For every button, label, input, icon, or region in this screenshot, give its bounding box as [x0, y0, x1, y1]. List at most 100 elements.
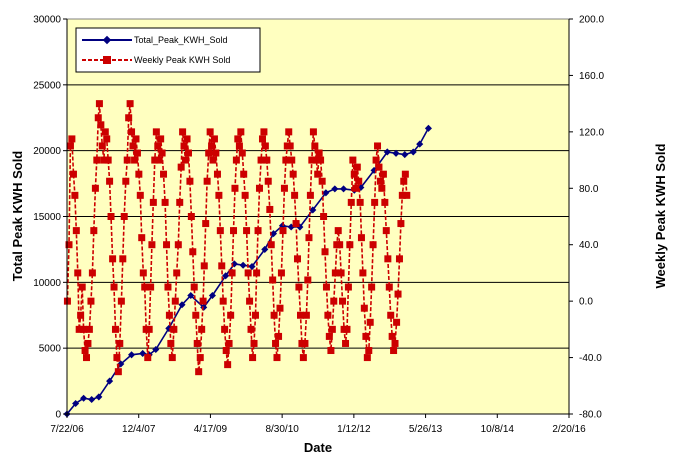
data-point-weekly — [98, 142, 106, 150]
y-right-tick-label: 80.0 — [579, 184, 599, 195]
data-point-weekly — [357, 234, 365, 242]
data-point-total — [80, 394, 88, 402]
data-point-weekly — [286, 142, 294, 150]
data-point-weekly — [257, 156, 265, 164]
data-point-weekly — [334, 227, 342, 235]
data-point-weekly — [66, 142, 74, 150]
x-tick-label: 1/12/12 — [337, 424, 371, 435]
data-point-weekly — [228, 269, 236, 277]
data-point-weekly — [91, 184, 99, 192]
data-point-weekly — [237, 128, 245, 136]
data-point-weekly — [210, 135, 218, 143]
data-point-weekly — [253, 269, 261, 277]
data-point-weekly — [372, 156, 380, 164]
data-point-weekly — [382, 227, 390, 235]
data-point-weekly — [75, 325, 83, 333]
data-point-total — [72, 399, 80, 408]
data-point-total — [331, 185, 339, 193]
data-point-total — [187, 291, 195, 300]
data-point-weekly — [132, 135, 140, 143]
data-point-weekly — [246, 297, 254, 305]
data-point-weekly — [84, 339, 92, 347]
y-left-tick-label: 20000 — [33, 146, 61, 157]
data-point-weekly — [400, 177, 408, 185]
data-point-weekly — [322, 283, 330, 291]
data-point-weekly — [145, 325, 153, 333]
x-tick-label: 7/22/06 — [50, 424, 84, 435]
data-point-weekly — [336, 241, 344, 249]
y-right-tick-label: 160.0 — [579, 71, 604, 82]
data-point-weekly — [261, 142, 269, 150]
data-point-weekly — [314, 170, 322, 178]
data-point-weekly — [215, 191, 223, 199]
data-point-weekly — [306, 191, 314, 199]
y-left-tick-label: 5000 — [39, 344, 62, 355]
data-point-weekly — [234, 135, 242, 143]
data-point-weekly — [235, 142, 243, 150]
data-point-weekly — [255, 184, 263, 192]
data-point-weekly — [293, 255, 301, 263]
data-point-weekly — [85, 325, 93, 333]
data-point-total — [208, 291, 216, 300]
data-point-weekly — [122, 177, 130, 185]
data-point-weekly — [72, 227, 80, 235]
data-point-weekly — [205, 149, 213, 157]
data-point-weekly — [208, 142, 216, 150]
data-point-weekly — [192, 311, 200, 319]
data-point-weekly — [148, 241, 156, 249]
y-left-tick-label: 10000 — [33, 278, 61, 289]
data-point-weekly — [68, 135, 76, 143]
data-point-weekly — [393, 318, 401, 326]
data-point-weekly — [378, 184, 386, 192]
data-point-weekly — [94, 114, 102, 122]
data-point-weekly — [163, 241, 171, 249]
data-point-weekly — [114, 368, 122, 376]
data-point-weekly — [179, 128, 187, 136]
data-point-weekly — [353, 163, 361, 171]
data-point-weekly — [129, 142, 137, 150]
data-point-weekly — [69, 170, 77, 178]
data-point-weekly — [147, 283, 155, 291]
data-point-weekly — [168, 354, 176, 362]
data-point-weekly — [173, 269, 181, 277]
data-point-weekly — [324, 311, 332, 319]
data-point-weekly — [238, 149, 246, 157]
x-tick-label: 8/30/10 — [265, 424, 299, 435]
data-point-weekly — [302, 311, 310, 319]
data-point-weekly — [95, 100, 103, 108]
data-point-weekly — [359, 269, 367, 277]
data-point-weekly — [183, 135, 191, 143]
data-point-weekly — [128, 128, 136, 136]
data-point-weekly — [366, 318, 374, 326]
data-point-weekly — [349, 156, 357, 164]
data-point-weekly — [282, 156, 290, 164]
data-point-weekly — [365, 347, 373, 355]
data-point-weekly — [321, 248, 329, 256]
data-point-weekly — [337, 269, 345, 277]
data-point-weekly — [71, 191, 79, 199]
data-point-weekly — [203, 177, 211, 185]
data-point-weekly — [394, 290, 402, 298]
data-point-weekly — [301, 339, 309, 347]
data-point-weekly — [391, 339, 399, 347]
data-point-weekly — [221, 325, 229, 333]
data-point-weekly — [225, 339, 233, 347]
data-point-weekly — [193, 339, 201, 347]
data-point-weekly — [154, 142, 162, 150]
data-point-weekly — [116, 339, 124, 347]
y-right-tick-label: 120.0 — [579, 127, 604, 138]
data-point-weekly — [219, 297, 227, 305]
data-point-weekly — [216, 227, 224, 235]
data-point-weekly — [311, 142, 319, 150]
data-point-weekly — [103, 135, 111, 143]
data-point-weekly — [263, 156, 271, 164]
data-point-weekly — [356, 198, 364, 206]
data-point-weekly — [104, 156, 112, 164]
data-point-weekly — [320, 213, 328, 220]
data-point-weekly — [141, 283, 149, 291]
data-point-weekly — [376, 177, 384, 185]
data-point-weekly — [180, 142, 188, 150]
data-point-weekly — [327, 347, 335, 355]
data-point-weekly — [133, 149, 141, 157]
